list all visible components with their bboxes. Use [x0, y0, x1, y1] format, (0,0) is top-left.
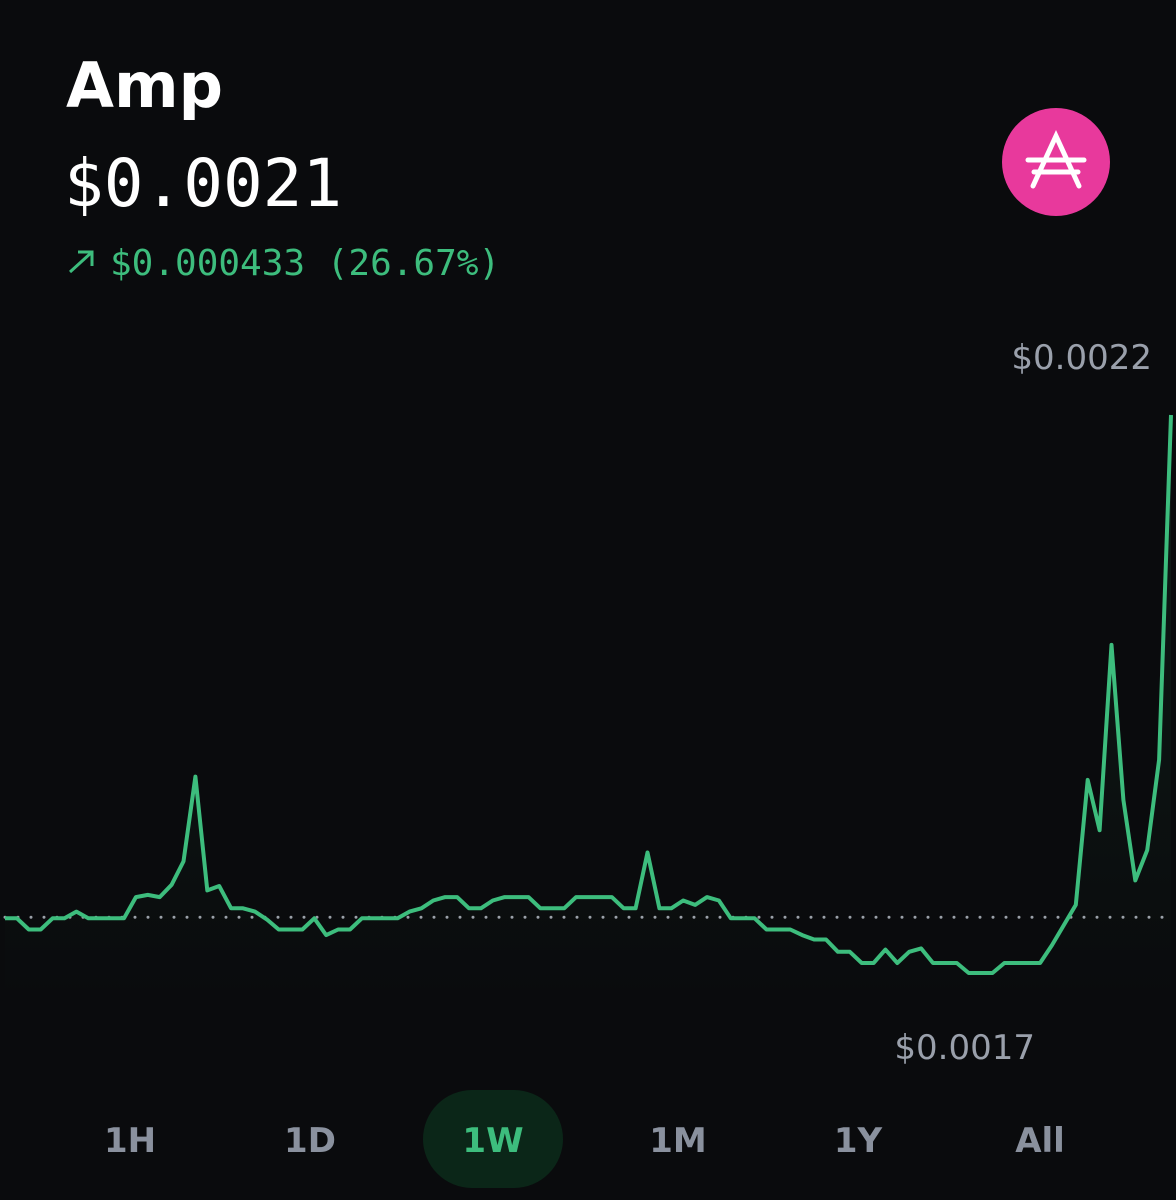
range-selected-pill — [423, 1090, 563, 1188]
range-button[interactable]: 1M — [649, 1121, 707, 1161]
range-button[interactable]: 1H — [104, 1121, 156, 1161]
low-label: $0.0017 — [894, 1028, 1035, 1068]
range-button[interactable]: 1Y — [834, 1121, 883, 1161]
price-line — [5, 414, 1173, 975]
high-label: $0.0022 — [1011, 338, 1152, 378]
asset-logo — [1002, 108, 1110, 216]
asset-price: $0.0021 — [64, 145, 342, 222]
range-selector: 1H 1D 1W 1M 1Y All — [104, 1090, 1065, 1188]
range-button[interactable]: 1W — [462, 1121, 523, 1161]
asset-title: Amp — [66, 49, 223, 122]
range-button[interactable]: All — [1015, 1121, 1065, 1161]
price-chart: $0.0022 $0.0017 — [3, 338, 1173, 1068]
up-arrow-icon — [68, 250, 94, 274]
range-button[interactable]: 1D — [284, 1121, 336, 1161]
price-change: $0.000433 (26.67%) — [110, 243, 500, 284]
